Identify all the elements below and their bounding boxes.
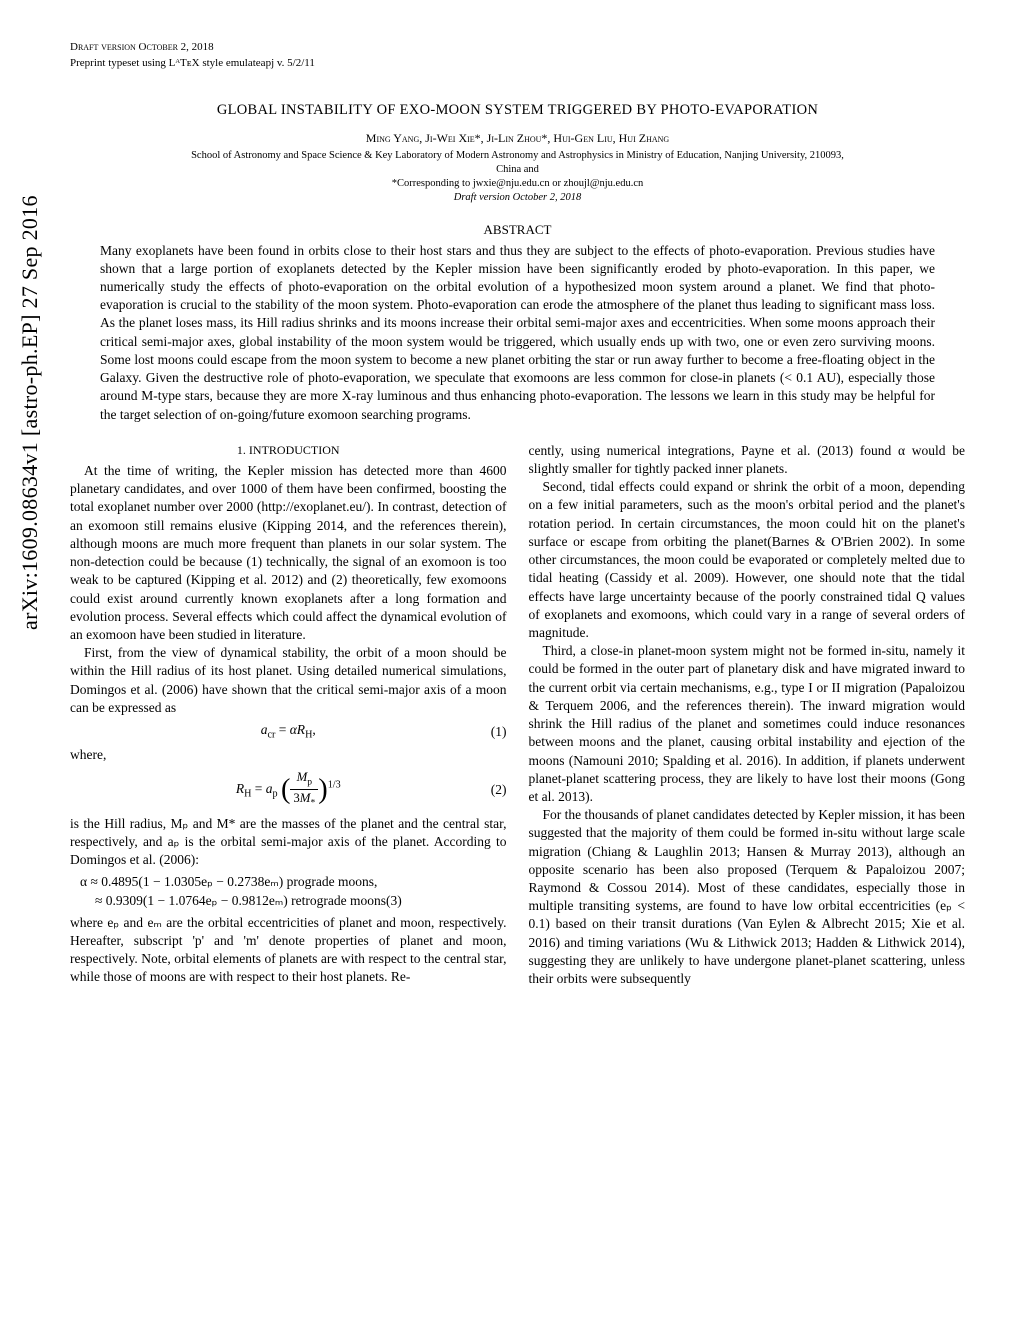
intro-para-1: At the time of writing, the Kepler missi…: [70, 462, 507, 644]
eq3-line2: ≈ 0.9309(1 − 1.0764eₚ − 0.9812eₘ) retrog…: [95, 892, 507, 910]
abstract-text: Many exoplanets have been found in orbit…: [100, 243, 935, 422]
authors: Ming Yang, Ji-Wei Xie*, Ji-Lin Zhou*, Hu…: [70, 130, 965, 146]
eq3-line1: α ≈ 0.4895(1 − 1.0305eₚ − 0.2738eₘ) prog…: [80, 873, 507, 891]
intro-para-2: First, from the view of dynamical stabil…: [70, 644, 507, 717]
paper-title: GLOBAL INSTABILITY OF EXO-MOON SYSTEM TR…: [70, 101, 965, 121]
affiliation-line1: School of Astronomy and Space Science & …: [70, 149, 965, 163]
draft-version-center: Draft version October 2, 2018: [70, 191, 965, 205]
eq1-number: (1): [491, 723, 507, 741]
two-column-body: 1. INTRODUCTION At the time of writing, …: [70, 442, 965, 989]
right-column: cently, using numerical integrations, Pa…: [529, 442, 966, 989]
section-1-heading: 1. INTRODUCTION: [70, 442, 507, 458]
abstract-body: Many exoplanets have been found in orbit…: [100, 242, 935, 424]
equation-1: acr = αRH, (1): [70, 721, 507, 742]
abstract-heading: ABSTRACT: [70, 221, 965, 239]
arxiv-label: arXiv:1609.08634v1 [astro-ph.EP] 27 Sep …: [15, 195, 45, 630]
equation-2: RH = ap (Mp3M*)1/3 (2): [70, 769, 507, 811]
intro-para-4: where eₚ and eₘ are the orbital eccentri…: [70, 914, 507, 987]
draft-version-top: Draft version October 2, 2018: [70, 40, 965, 55]
correspondence: *Corresponding to jwxie@nju.edu.cn or zh…: [70, 177, 965, 191]
left-column: 1. INTRODUCTION At the time of writing, …: [70, 442, 507, 989]
intro-para-3: is the Hill radius, Mₚ and M* are the ma…: [70, 815, 507, 870]
eq1-body: acr = αRH,: [261, 722, 316, 737]
affiliation-line2: China and: [70, 163, 965, 177]
right-para-3: Third, a close-in planet-moon system mig…: [529, 642, 966, 806]
eq2-number: (2): [491, 781, 507, 799]
right-para-4: For the thousands of planet candidates d…: [529, 806, 966, 988]
preprint-typeset: Preprint typeset using LᴬTᴇX style emula…: [70, 56, 965, 71]
right-para-2: Second, tidal effects could expand or sh…: [529, 478, 966, 642]
right-para-1: cently, using numerical integrations, Pa…: [529, 442, 966, 478]
eq2-body: RH = ap (Mp3M*)1/3: [236, 781, 341, 796]
equation-3: α ≈ 0.4895(1 − 1.0305eₚ − 0.2738eₘ) prog…: [80, 873, 507, 909]
where-text: where,: [70, 746, 507, 764]
